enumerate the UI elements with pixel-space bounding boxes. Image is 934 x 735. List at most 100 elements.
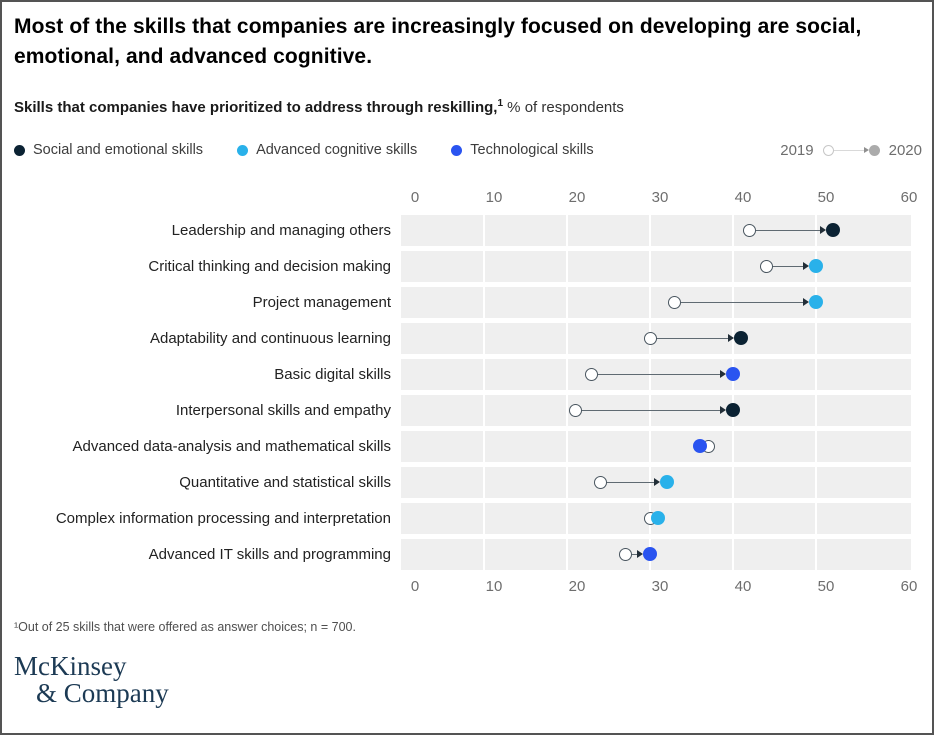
category-label: Quantitative and statistical skills: [179, 473, 391, 491]
gridline: [649, 286, 651, 318]
gridline: [483, 430, 485, 462]
chart-row: Leadership and managing others: [14, 214, 922, 246]
gridline: [483, 394, 485, 426]
year-start-label: 2019: [780, 141, 814, 159]
legend-label: Technological skills: [470, 142, 594, 159]
gridline: [732, 502, 734, 534]
row-track: [401, 358, 911, 390]
dot-2019: [568, 403, 582, 417]
exhibit: Most of the skills that companies are in…: [2, 2, 932, 708]
arrowhead-icon: [863, 147, 869, 154]
dot-2020: [651, 510, 666, 525]
category-label: Project management: [252, 293, 391, 311]
open-circle-icon: [822, 144, 834, 156]
logo-line1: McKinsey: [14, 650, 127, 681]
dot-2019: [668, 295, 682, 309]
category-label: Complex information processing and inter…: [55, 509, 391, 527]
chart-row: Complex information processing and inter…: [14, 502, 922, 534]
row-track: [401, 286, 911, 318]
trend-line: [656, 337, 732, 339]
chart-row: Interpersonal skills and empathy: [14, 394, 922, 426]
trend-line: [755, 229, 823, 231]
gridline: [483, 358, 485, 390]
gridline: [566, 430, 568, 462]
row-track: [401, 322, 911, 354]
dot-2020: [659, 474, 674, 489]
gridline: [483, 286, 485, 318]
category-label: Advanced data-analysis and mathematical …: [72, 437, 392, 455]
arrowhead-icon: [819, 225, 826, 234]
gridline: [815, 394, 817, 426]
gridline: [732, 250, 734, 282]
gridline: [566, 250, 568, 282]
gridline: [483, 538, 485, 570]
dot-2019: [585, 367, 599, 381]
chart-subtitle: Skills that companies have prioritized t…: [14, 98, 922, 116]
gridline: [815, 466, 817, 498]
trend-line: [606, 481, 657, 483]
trend-line: [581, 409, 723, 411]
legend-item-social: Social and emotional skills: [14, 142, 203, 158]
arrowhead-icon: [720, 369, 726, 378]
arrowhead-icon: [803, 297, 809, 306]
x-tick-label: 40: [734, 577, 752, 595]
gridline: [483, 250, 485, 282]
legend-label: Social and emotional skills: [33, 142, 204, 159]
legend-item-tech: Technological skills: [451, 142, 594, 159]
gridline: [649, 250, 651, 282]
arrowhead-icon: [728, 333, 735, 342]
row-track: [401, 502, 911, 534]
gridline: [815, 430, 817, 462]
chart-row: Advanced IT skills and programming: [14, 538, 922, 570]
arrow-line-icon: [833, 149, 864, 151]
legend-dot-cognitive-icon: [237, 144, 249, 156]
gridline: [649, 430, 651, 462]
year-legend: 2019 2020: [780, 142, 922, 159]
gridline: [732, 214, 734, 246]
subtitle-units-text: % of respondents: [503, 98, 624, 116]
gridline: [483, 466, 485, 498]
arrowhead-icon: [653, 477, 660, 486]
gridline: [815, 502, 817, 534]
legend: Social and emotional skills Advanced cog…: [14, 142, 922, 159]
legend-label: Advanced cognitive skills: [256, 142, 418, 159]
gridline: [483, 502, 485, 534]
x-tick-label: 30: [651, 577, 669, 595]
arrowhead-icon: [637, 549, 643, 558]
dumbbell-chart: 0 10 20 30 40 50 60 Leadership and managing ot…: [14, 189, 922, 595]
category-label: Interpersonal skills and empathy: [175, 401, 391, 419]
gridline: [732, 466, 734, 498]
arrowhead-icon: [803, 261, 809, 270]
x-tick-label: 40: [734, 188, 752, 206]
x-tick-label: 60: [900, 577, 918, 595]
row-track: [401, 214, 911, 246]
gridline: [566, 358, 568, 390]
logo-line2: & Company: [36, 678, 169, 709]
dot-2020: [692, 438, 707, 453]
footnote-marker: 1: [497, 97, 504, 109]
row-track: [401, 250, 911, 282]
gridline: [566, 502, 568, 534]
dot-2020: [734, 330, 749, 345]
arrowhead-icon: [720, 405, 726, 414]
legend-dot-social-icon: [14, 144, 25, 156]
chart-row: Basic digital skills: [14, 358, 922, 390]
trend-line: [680, 301, 806, 303]
row-track: [401, 466, 911, 498]
subtitle-bold-text: Skills that companies have prioritized t…: [14, 98, 498, 116]
gridline: [566, 466, 568, 498]
chart-row: Critical thinking and decision making: [14, 250, 922, 282]
chart-row: Project management: [14, 286, 922, 318]
gridline: [566, 538, 568, 570]
category-label: Critical thinking and decision making: [148, 257, 391, 275]
gridline: [732, 430, 734, 462]
x-tick-label: 0: [410, 188, 420, 206]
x-axis-bottom: 0 10 20 30 40 50 60: [411, 578, 921, 595]
dot-2019: [759, 259, 773, 273]
dot-2020: [809, 294, 823, 309]
dot-2019: [643, 331, 657, 345]
gridline: [566, 394, 568, 426]
gridline: [815, 358, 817, 390]
row-track: [401, 430, 911, 462]
x-axis-top: 0 10 20 30 40 50 60: [411, 189, 921, 206]
